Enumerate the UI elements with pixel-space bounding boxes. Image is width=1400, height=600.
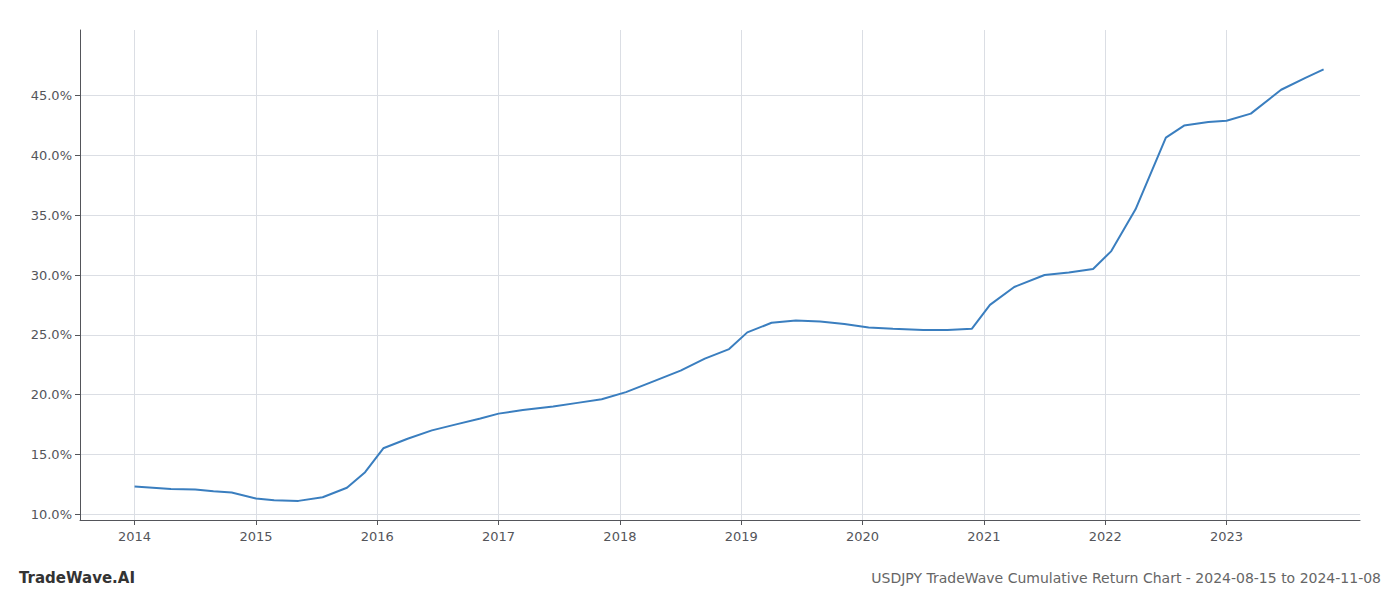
svg-text:2021: 2021 <box>967 529 1000 544</box>
svg-text:25.0%: 25.0% <box>31 327 72 342</box>
svg-text:USDJPY TradeWave Cumulative Re: USDJPY TradeWave Cumulative Return Chart… <box>871 570 1381 586</box>
svg-text:2016: 2016 <box>361 529 394 544</box>
svg-text:10.0%: 10.0% <box>31 507 72 522</box>
svg-text:2018: 2018 <box>603 529 636 544</box>
svg-text:2017: 2017 <box>482 529 515 544</box>
svg-text:2020: 2020 <box>846 529 879 544</box>
svg-text:15.0%: 15.0% <box>31 447 72 462</box>
svg-text:40.0%: 40.0% <box>31 148 72 163</box>
svg-text:2015: 2015 <box>239 529 272 544</box>
svg-text:2014: 2014 <box>118 529 151 544</box>
svg-text:20.0%: 20.0% <box>31 387 72 402</box>
svg-text:2023: 2023 <box>1210 529 1243 544</box>
svg-text:45.0%: 45.0% <box>31 88 72 103</box>
svg-text:TradeWave.AI: TradeWave.AI <box>19 569 135 587</box>
svg-text:2019: 2019 <box>725 529 758 544</box>
svg-text:35.0%: 35.0% <box>31 208 72 223</box>
svg-text:2022: 2022 <box>1089 529 1122 544</box>
svg-text:30.0%: 30.0% <box>31 268 72 283</box>
